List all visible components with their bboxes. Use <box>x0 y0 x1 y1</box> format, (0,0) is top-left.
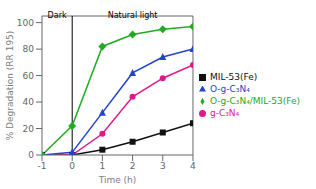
svg-text:0: 0 <box>28 150 34 160</box>
svg-text:Dark: Dark <box>48 11 67 20</box>
html-text:MIL-53(Fe): MIL-53(Fe) <box>210 71 258 82</box>
svg-text:% Degradation (RR 195): % Degradation (RR 195) <box>8 31 15 141</box>
html-text:g-C₃N₄: g-C₃N₄ <box>210 107 240 118</box>
html-text:O-g-C₃N₄: O-g-C₃N₄ <box>210 83 250 94</box>
svg-text:-1: -1 <box>38 161 47 171</box>
svg-text:100: 100 <box>17 18 34 28</box>
svg-text:60: 60 <box>23 71 35 81</box>
svg-text:1: 1 <box>100 161 106 171</box>
svg-text:0: 0 <box>69 161 75 171</box>
svg-text:4: 4 <box>190 161 196 171</box>
svg-text:2: 2 <box>130 161 136 171</box>
svg-text:3: 3 <box>160 161 166 171</box>
svg-text:40: 40 <box>23 97 35 107</box>
html-text:O-g-C₃N₄/MIL-53(Fe): O-g-C₃N₄/MIL-53(Fe) <box>210 95 300 106</box>
svg-text:80: 80 <box>23 44 35 54</box>
svg-text:Time (h): Time (h) <box>98 175 137 185</box>
svg-text:Natural light: Natural light <box>108 11 158 20</box>
svg-text:20: 20 <box>23 124 35 134</box>
